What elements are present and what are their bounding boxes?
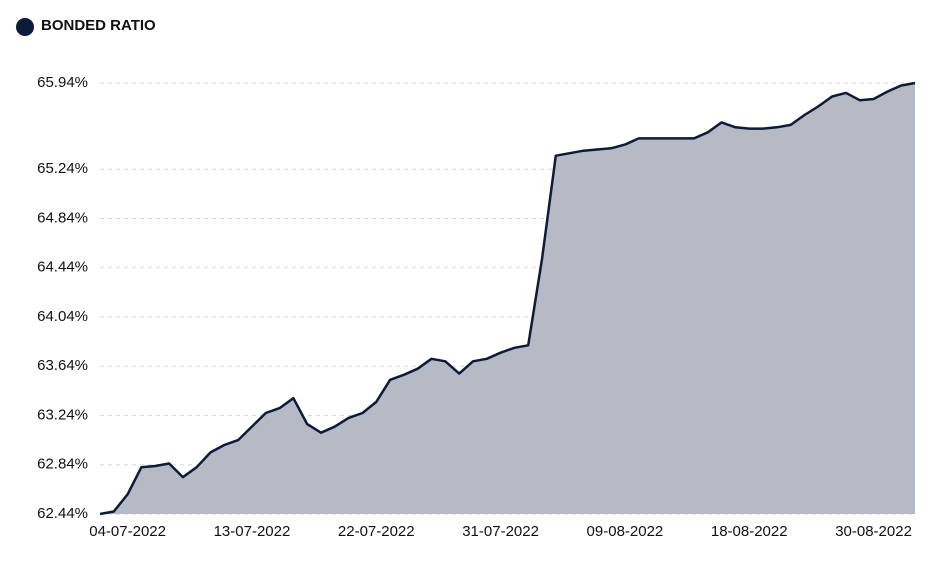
y-tick-label: 64.44%: [37, 259, 88, 276]
y-tick-label: 62.44%: [37, 505, 88, 522]
x-tick-label: 31-07-2022: [462, 523, 539, 540]
chart-title: BONDED RATIO: [41, 17, 156, 34]
x-tick-label: 18-08-2022: [711, 523, 788, 540]
y-tick-label: 63.24%: [37, 406, 88, 423]
legend-marker: [16, 18, 34, 36]
y-tick-label: 65.24%: [37, 160, 88, 177]
y-tick-label: 64.04%: [37, 308, 88, 325]
area: [100, 83, 915, 514]
x-tick-label: 13-07-2022: [214, 523, 291, 540]
line: [99, 81, 916, 516]
y-tick-label: 62.84%: [37, 456, 88, 473]
y-tick-label: 64.84%: [37, 209, 88, 226]
y-tick-label: 63.64%: [37, 357, 88, 374]
x-tick-label: 09-08-2022: [587, 523, 664, 540]
y-tick-label: 65.94%: [37, 74, 88, 91]
x-tick-label: 22-07-2022: [338, 523, 415, 540]
x-tick-label: 30-08-2022: [835, 523, 912, 540]
x-tick-label: 04-07-2022: [89, 523, 166, 540]
